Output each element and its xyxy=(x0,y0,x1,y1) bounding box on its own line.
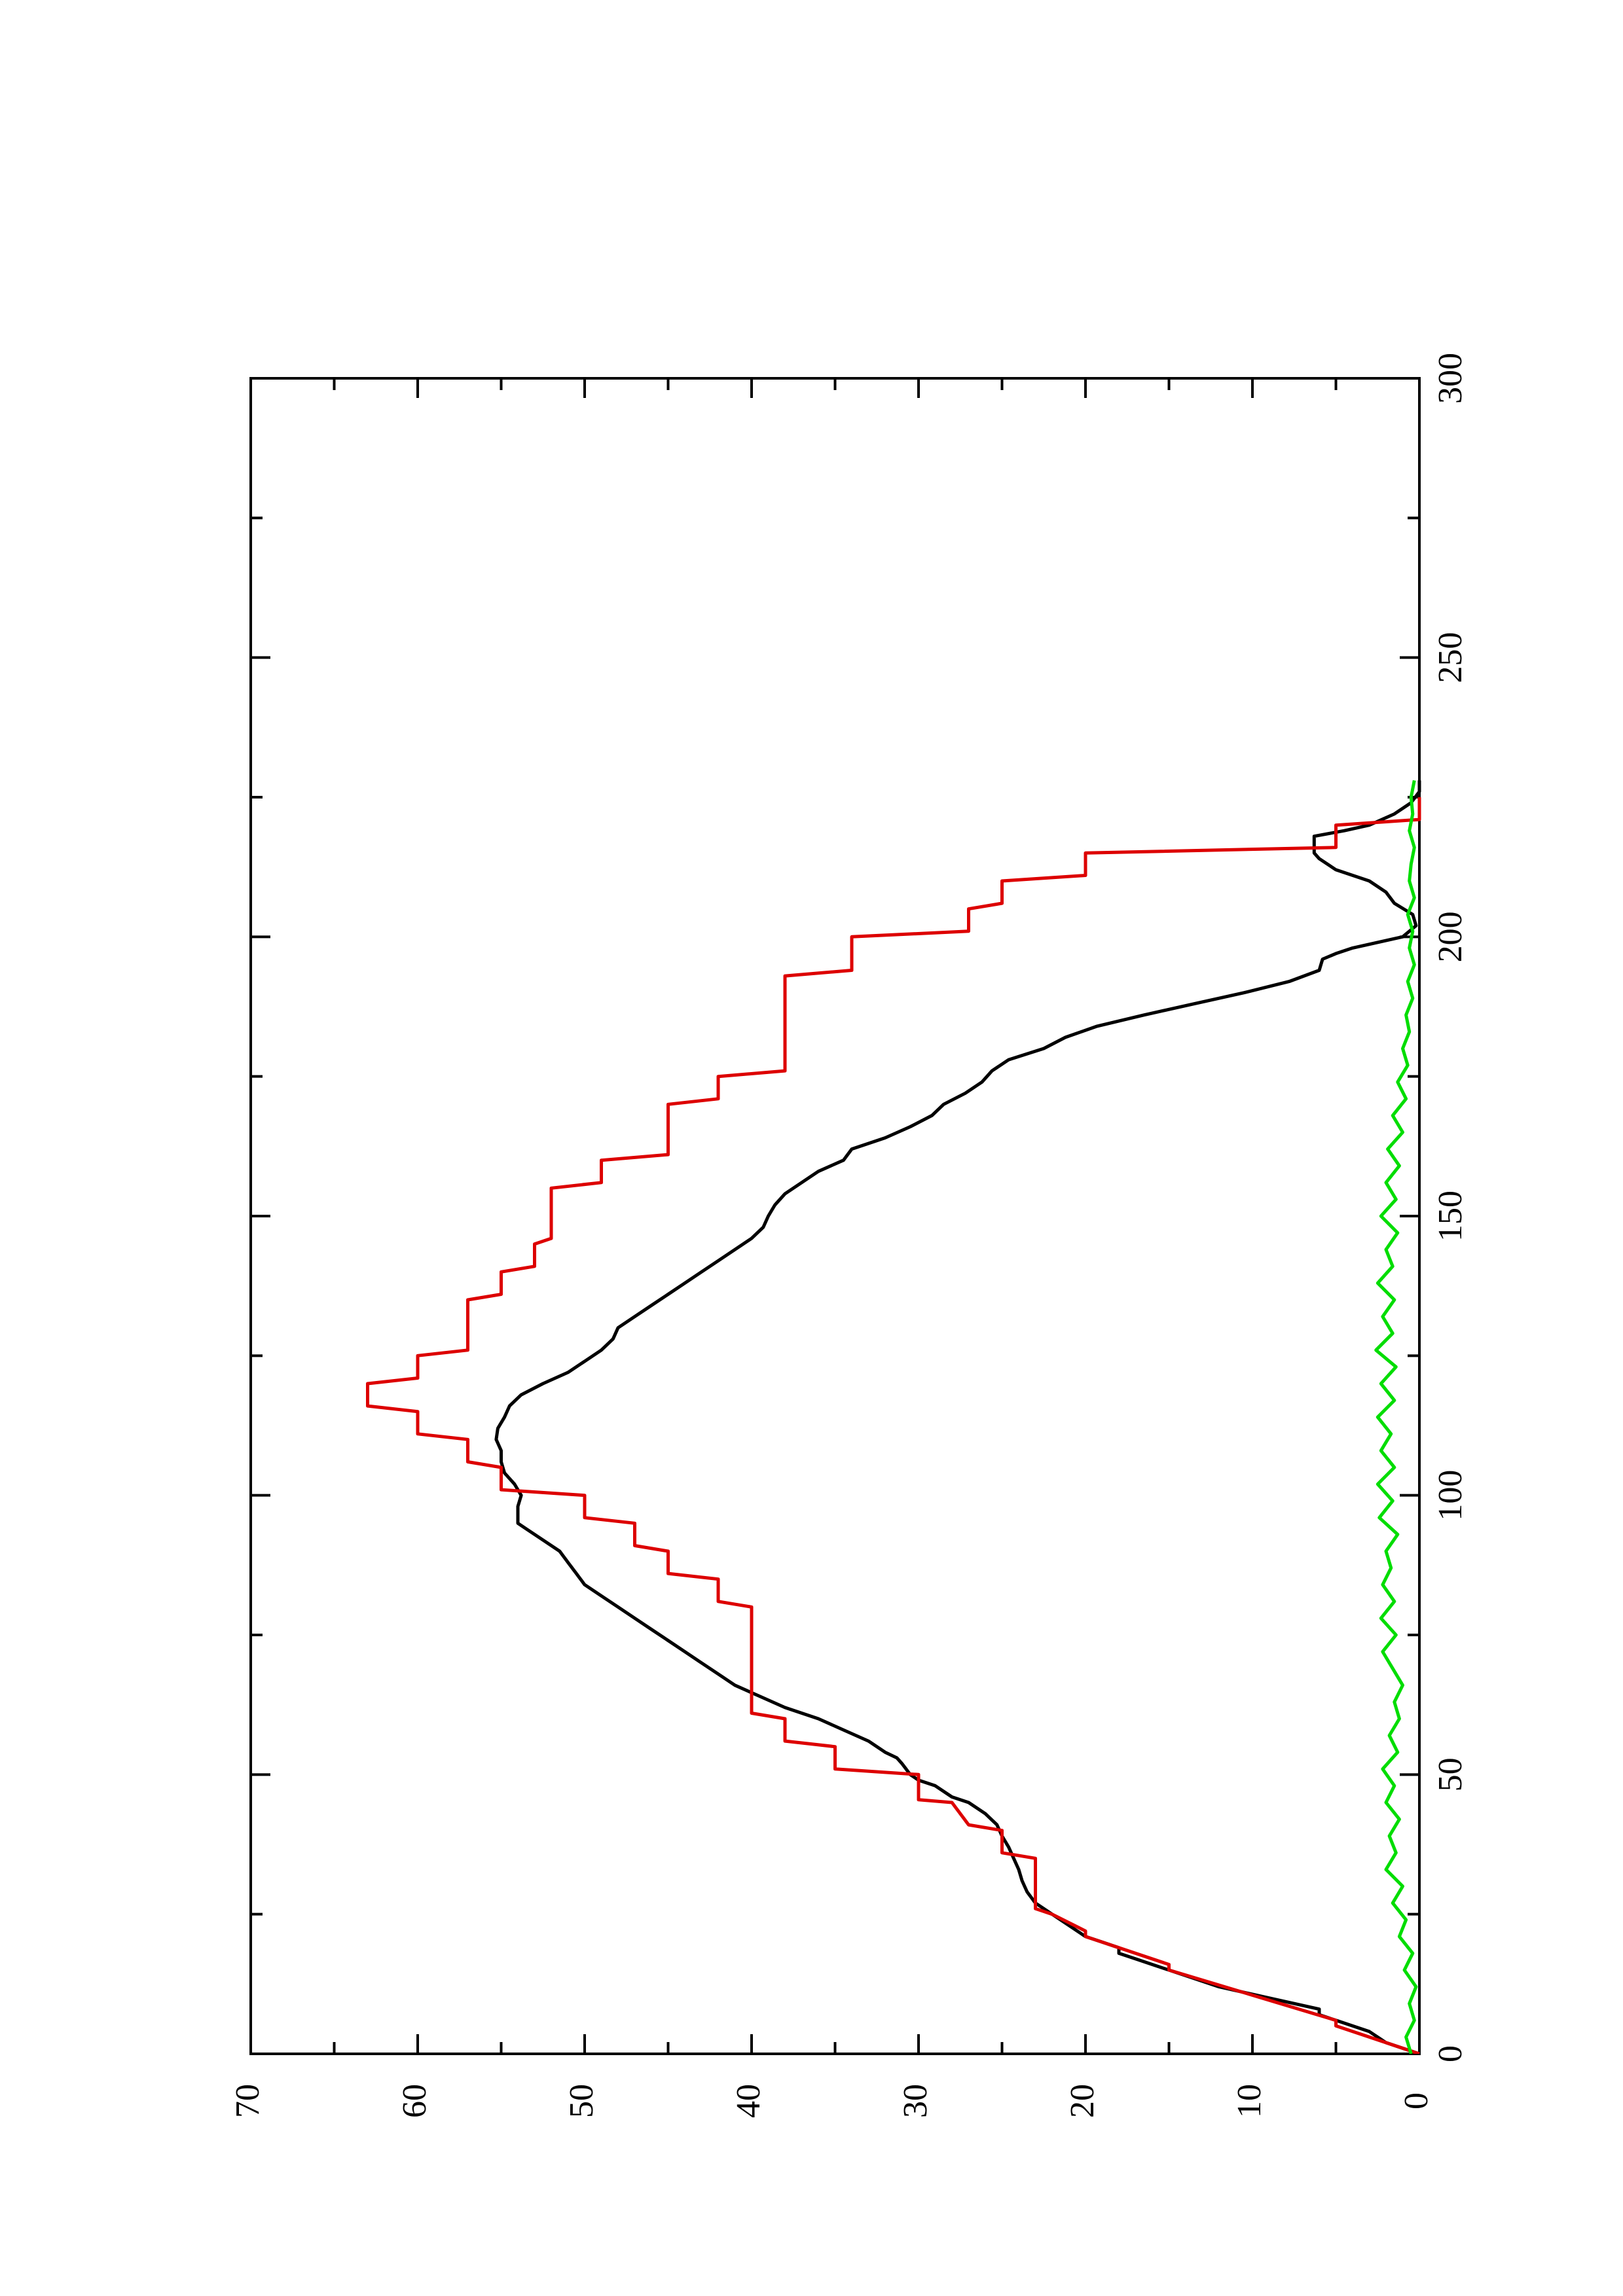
y-tick-label: 40 xyxy=(730,2084,767,2118)
y-tick-label: 0 xyxy=(1398,2092,1435,2109)
x-tick-label: 200 xyxy=(1432,911,1469,962)
x-tick-label: 250 xyxy=(1432,632,1469,683)
x-tick-label: 100 xyxy=(1432,1470,1469,1521)
plot-area: 0 50 100 150 200 250 300 0 10 20 30 40 50 60 70 xyxy=(229,353,1469,2118)
y-tick-label: 70 xyxy=(229,2084,266,2118)
y-tick-label: 60 xyxy=(396,2084,433,2118)
y-tick-label: 10 xyxy=(1231,2084,1268,2118)
series-line-black xyxy=(494,780,1421,2054)
series-line-red xyxy=(366,797,1421,2054)
y-tick-label: 20 xyxy=(1064,2084,1101,2118)
plot-frame xyxy=(249,377,1421,2055)
series-line-green xyxy=(1374,780,1418,2054)
x-tick-label: 150 xyxy=(1432,1191,1469,1242)
y-tick-label: 50 xyxy=(563,2084,600,2118)
x-tick-label: 300 xyxy=(1432,353,1469,404)
y-tick-label: 30 xyxy=(897,2084,934,2118)
x-tick-label: 0 xyxy=(1432,2045,1469,2062)
x-tick-label: 50 xyxy=(1432,1757,1469,1791)
